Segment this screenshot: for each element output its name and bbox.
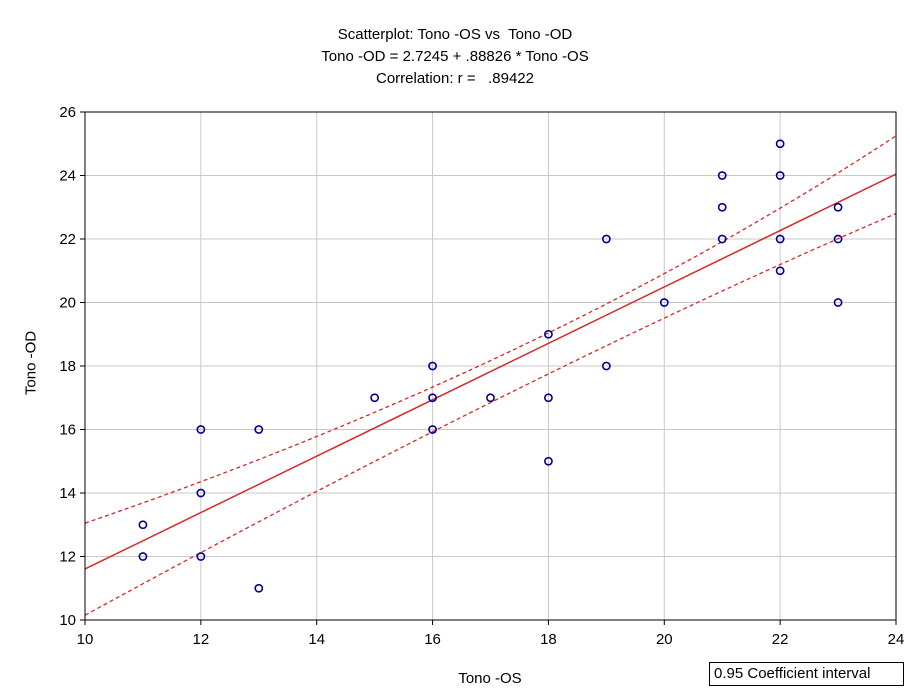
- data-point: [833, 298, 843, 307]
- data-point: [138, 552, 148, 561]
- confidence-lower-line: [84, 213, 897, 616]
- regression-line: [84, 173, 897, 570]
- regression-line-group: [84, 173, 897, 570]
- data-point: [196, 425, 206, 434]
- y-tick-label: 20: [59, 295, 76, 312]
- data-point: [544, 456, 553, 466]
- x-tick-label: 14: [308, 631, 325, 648]
- y-tick-label: 12: [59, 549, 76, 566]
- x-tick-label: 16: [424, 631, 441, 648]
- data-point: [717, 171, 727, 180]
- data-point: [428, 425, 437, 434]
- x-tick-label: 20: [656, 631, 673, 648]
- y-tick-label: 26: [59, 104, 76, 121]
- data-point: [775, 266, 785, 276]
- data-point: [544, 393, 553, 403]
- data-point: [254, 583, 264, 593]
- grid-lines: [85, 112, 896, 620]
- confidence-band: [84, 135, 897, 616]
- data-point: [717, 202, 727, 212]
- x-tick-label: 18: [540, 631, 557, 648]
- data-point: [601, 234, 611, 244]
- data-point: [254, 425, 264, 434]
- data-point: [833, 234, 843, 244]
- y-tick-label: 18: [59, 358, 76, 375]
- x-tick-label: 10: [77, 631, 94, 648]
- x-tick-label: 22: [772, 631, 789, 648]
- y-tick-label: 14: [59, 485, 76, 502]
- data-point: [196, 488, 206, 498]
- chart-title-block: Scatterplot: Tono -OS vs Tono -OD Tono -…: [0, 24, 910, 90]
- data-point: [659, 298, 669, 307]
- data-point: [370, 393, 380, 403]
- data-point: [428, 393, 437, 403]
- data-point: [428, 361, 437, 371]
- x-axis-label: Tono -OS: [458, 670, 522, 687]
- data-point: [544, 329, 553, 339]
- plot-border: [84, 111, 897, 621]
- axis-ticks: 10 12 14 16 18 20 22 24 10 12 14 16 18 20 22 24 26: [59, 104, 904, 648]
- data-point: [486, 393, 495, 403]
- y-tick-label: 22: [59, 231, 76, 248]
- y-tick-label: 10: [59, 612, 76, 629]
- chart-title: Scatterplot: Tono -OS vs Tono -OD: [337, 26, 573, 43]
- data-point: [196, 552, 206, 561]
- data-point: [775, 139, 785, 149]
- legend-box: 0.95 Coefficient interval: [709, 662, 904, 686]
- data-point: [138, 520, 148, 530]
- data-point: [833, 202, 843, 212]
- chart-correlation: Correlation: r = .89422: [375, 70, 534, 87]
- data-point: [775, 171, 785, 180]
- data-point: [717, 234, 727, 244]
- y-tick-label: 24: [59, 168, 76, 185]
- data-point: [601, 361, 611, 371]
- x-tick-label: 12: [193, 631, 210, 648]
- chart-equation: Tono -OD = 2.7245 + .88826 * Tono -OS: [321, 48, 589, 65]
- confidence-upper-line: [84, 135, 897, 524]
- data-point: [775, 234, 785, 244]
- y-tick-label: 16: [59, 422, 76, 439]
- x-tick-label: 24: [888, 631, 905, 648]
- y-axis-label: Tono -OD: [22, 330, 40, 396]
- data-points: [138, 139, 843, 593]
